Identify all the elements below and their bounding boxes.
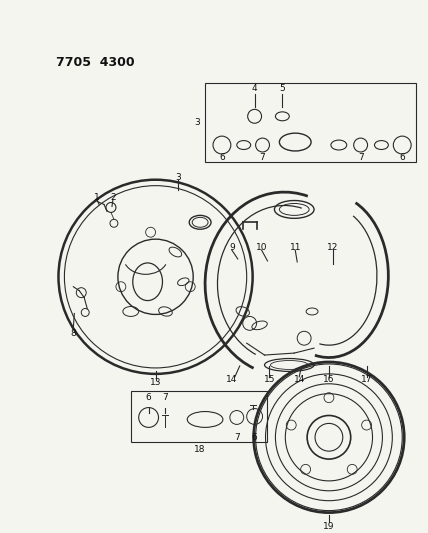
Bar bbox=[131, 391, 268, 442]
Text: 6: 6 bbox=[252, 433, 258, 442]
Text: 19: 19 bbox=[323, 522, 335, 531]
Text: 2: 2 bbox=[110, 193, 116, 202]
Text: 11: 11 bbox=[289, 243, 301, 252]
Text: 14: 14 bbox=[226, 375, 238, 384]
Text: 16: 16 bbox=[323, 375, 335, 384]
Text: 15: 15 bbox=[264, 375, 275, 384]
Text: 10: 10 bbox=[256, 243, 268, 252]
Text: 8: 8 bbox=[71, 329, 76, 338]
Text: 17: 17 bbox=[361, 375, 372, 384]
Text: 7: 7 bbox=[358, 154, 363, 163]
Text: 14: 14 bbox=[294, 375, 305, 384]
Text: 13: 13 bbox=[150, 378, 161, 387]
Text: 3: 3 bbox=[175, 173, 181, 182]
Text: 9: 9 bbox=[229, 243, 235, 252]
Text: 7705  4300: 7705 4300 bbox=[56, 56, 135, 69]
Text: 7: 7 bbox=[234, 433, 240, 442]
Text: 7: 7 bbox=[163, 393, 168, 402]
Text: 5: 5 bbox=[279, 84, 285, 93]
Text: 6: 6 bbox=[219, 154, 225, 163]
Text: 6: 6 bbox=[146, 393, 152, 402]
Text: 6: 6 bbox=[399, 154, 405, 163]
Text: 18: 18 bbox=[194, 445, 206, 454]
Text: 1: 1 bbox=[94, 193, 100, 202]
Text: 4: 4 bbox=[252, 84, 257, 93]
Text: 7: 7 bbox=[260, 154, 265, 163]
Text: 12: 12 bbox=[327, 243, 339, 252]
Text: 3: 3 bbox=[194, 118, 200, 127]
Bar bbox=[205, 83, 416, 162]
